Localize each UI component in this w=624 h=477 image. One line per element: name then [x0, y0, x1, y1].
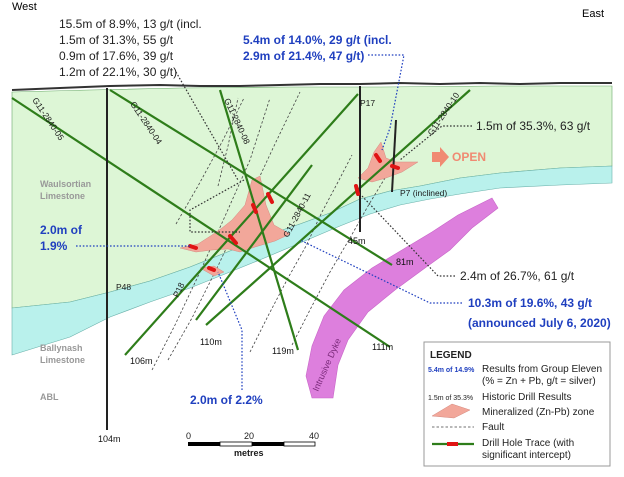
- callout-ul-line-1: 15.5m of 8.9%, 13 g/t (incl.: [59, 17, 202, 31]
- drill-trace-g04: [109, 89, 393, 266]
- callout-lm-line-2: 1.9%: [40, 239, 68, 253]
- intercept-3: [188, 244, 198, 250]
- intercept-5: [266, 192, 274, 204]
- open-label: OPEN: [452, 150, 486, 164]
- legend-title: LEGEND: [430, 350, 472, 361]
- callout-uc-line-2: 2.9m of 21.4%, 47 g/t): [243, 49, 364, 63]
- depth-81m: 81m: [396, 257, 414, 267]
- waulsortian-label-1: Waulsortian: [40, 179, 91, 189]
- fault-4: [291, 177, 386, 346]
- intercept-8: [390, 164, 400, 170]
- legend-label-historic: Historic Drill Results: [482, 392, 571, 403]
- leader-right-top: [399, 125, 472, 161]
- callout-right-top: 1.5m of 35.3%, 63 g/t: [476, 119, 591, 133]
- callout-lower-right: 10.3m of 19.6%, 43 g/t (announced July 6…: [468, 296, 611, 330]
- west-label: West: [12, 1, 37, 13]
- legend-sub-drill: significant intercept): [482, 450, 571, 461]
- scale-unit: metres: [234, 448, 264, 458]
- leader-upper-left-box: [189, 179, 245, 233]
- depth-110m: 110m: [200, 337, 222, 347]
- group-eleven-drill-traces: [11, 89, 471, 356]
- callout-left-mid: 2.0m of 1.9%: [40, 223, 83, 253]
- scale-label-20: 20: [244, 431, 254, 441]
- depth-111m: 111m: [372, 342, 393, 352]
- scale-label-0: 0: [186, 431, 191, 441]
- open-arrow: [432, 147, 449, 167]
- scale-segment-4: [283, 441, 316, 447]
- hole-label-p7: P7 (inclined): [400, 188, 447, 198]
- historic-holes: [106, 86, 397, 430]
- legend-label-drill: Drill Hole Trace (with: [482, 438, 574, 449]
- callout-upper-center: 5.4m of 14.0%, 29 g/t (incl. 2.9m of 21.…: [243, 33, 392, 63]
- leader-bottom: [217, 271, 243, 390]
- legend-label-results: Results from Group Eleven: [482, 364, 602, 375]
- hole-label-p48: P48: [116, 282, 131, 292]
- intercept-1: [251, 203, 258, 214]
- significant-intercepts: [188, 153, 400, 272]
- callout-uc-line-1: 5.4m of 14.0%, 29 g/t (incl.: [243, 33, 392, 47]
- drill-trace-g08: [218, 89, 300, 351]
- ballynash-label-2: Limestone: [40, 355, 85, 365]
- callout-bottom-center: 2.0m of 2.2%: [190, 393, 263, 407]
- drill-trace-g05: [11, 97, 391, 348]
- leader-upper-center: [368, 54, 405, 151]
- drill-trace-p18: [124, 93, 359, 356]
- callout-lr-line-2: (announced July 6, 2020): [468, 316, 611, 330]
- legend-sample-blue: 5.4m of 14.9%: [428, 367, 475, 374]
- leader-upper-left: [175, 71, 239, 181]
- hole-label-p17: P17: [360, 98, 375, 108]
- waulsortian-label-2: Limestone: [40, 191, 85, 201]
- legend-label-mineral: Mineralized (Zn-Pb) zone: [482, 407, 595, 418]
- depth-119m: 119m: [272, 346, 294, 356]
- leader-lines: [76, 54, 472, 390]
- leader-lower-right: [299, 239, 462, 304]
- legend-sample-historic: 1.5m of 35.3%: [428, 395, 473, 402]
- leader-right-mid: [361, 195, 455, 277]
- callout-upper-left: 15.5m of 8.9%, 13 g/t (incl. 1.5m of 31.…: [59, 17, 202, 79]
- intercept-4: [207, 266, 216, 272]
- callout-right-mid: 2.4m of 26.7%, 61 g/t: [460, 269, 575, 283]
- scale-bar: 0 20 40 metres: [186, 431, 319, 458]
- intercept-6: [354, 184, 360, 196]
- fault-5: [175, 97, 245, 225]
- intercept-7: [374, 153, 382, 163]
- legend-sub-results: (% = Zn + Pb, g/t = silver): [482, 376, 596, 387]
- hole-p7-trace: [391, 119, 397, 193]
- scale-segment-3: [252, 442, 284, 446]
- scale-segment-2: [219, 441, 253, 447]
- callout-lr-line-1: 10.3m of 19.6%, 43 g/t: [468, 296, 592, 310]
- callout-ul-line-3: 0.9m of 17.6%, 39 g/t: [59, 49, 174, 63]
- drill-trace-g10: [205, 89, 471, 326]
- intrusive-dyke: [305, 197, 499, 399]
- abl-label: ABL: [40, 392, 59, 402]
- depth-45m: 45m: [348, 236, 366, 246]
- depth-104m: 104m: [98, 434, 121, 444]
- legend: LEGEND 5.4m of 14.9% Results from Group …: [423, 341, 611, 467]
- ballynash-label-1: Ballynash: [40, 343, 83, 353]
- legend-mineral-swatch: [431, 403, 471, 419]
- legend-label-fault: Fault: [482, 422, 504, 433]
- callout-lm-line-1: 2.0m of: [40, 223, 83, 237]
- callout-ul-line-2: 1.5m of 31.3%, 55 g/t: [59, 33, 174, 47]
- ground-surface: [11, 81, 612, 91]
- scale-label-40: 40: [309, 431, 319, 441]
- scale-segment-1: [188, 442, 220, 446]
- fault-3: [249, 154, 353, 353]
- drill-trace-g11: [195, 164, 313, 321]
- fault-6: [217, 97, 239, 187]
- depth-106m: 106m: [130, 356, 153, 366]
- callout-ul-line-4: 1.2m of 22.1%, 30 g/t): [59, 65, 177, 79]
- intercept-2: [228, 234, 238, 245]
- east-label: East: [582, 8, 604, 20]
